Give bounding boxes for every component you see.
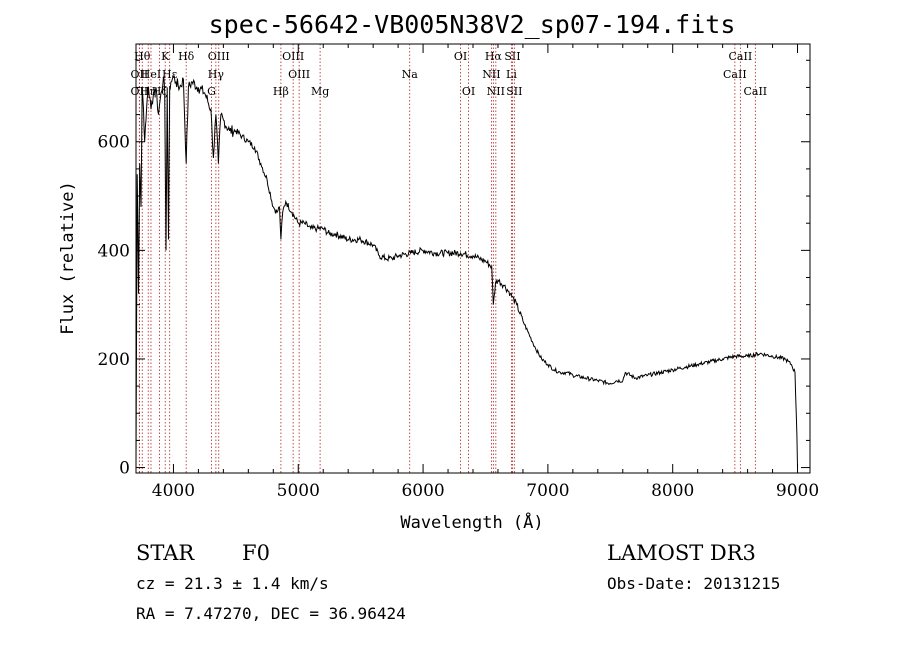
line-label-17: OΙ: [454, 50, 467, 63]
spectrum-line: [135, 75, 798, 468]
x-tick-label-2: 6000: [401, 481, 444, 501]
y-tick-label-3: 600: [98, 133, 130, 153]
line-label-15: Mg: [311, 85, 329, 98]
object-class: STAR: [136, 541, 195, 565]
line-label-18: OΙ: [462, 85, 475, 98]
observation-date: Obs-Date: 20131215: [607, 574, 781, 593]
line-label-8: Hδ: [178, 50, 195, 63]
chart-title: spec-56642-VB005N38V2_sp07-194.fits: [209, 10, 736, 39]
line-label-12: Hβ: [273, 85, 289, 98]
spectral-subclass: F0: [242, 541, 270, 565]
line-label-26: CaΙΙ: [723, 68, 747, 81]
line-label-19: Hα: [485, 50, 503, 63]
survey-name: LAMOST DR3: [607, 541, 756, 565]
line-label-25: CaΙΙ: [729, 50, 753, 63]
line-label-27: CaΙΙ: [743, 85, 767, 98]
y-tick-label-0: 0: [119, 459, 130, 479]
line-label-11: G: [207, 85, 216, 98]
line-label-9: OΙΙΙ: [208, 50, 230, 63]
line-label-14: OΙΙΙ: [288, 68, 310, 81]
line-label-4: HeΙ: [141, 68, 161, 81]
x-tick-label-4: 8000: [651, 481, 694, 501]
x-tick-label-1: 5000: [277, 481, 320, 501]
x-tick-label-3: 7000: [526, 481, 569, 501]
line-label-16: Na: [402, 68, 419, 81]
plot-frame: [135, 43, 811, 474]
line-label-10: Hγ: [208, 68, 225, 81]
coordinates: RA = 7.47270, DEC = 36.96424: [136, 604, 406, 623]
x-tick-label-0: 4000: [152, 481, 195, 501]
line-label-13: OΙΙΙ: [282, 50, 304, 63]
line-label-24: SΙΙ: [506, 85, 522, 98]
y-axis-label: Flux (relative): [58, 181, 78, 335]
line-label-2: OΙΙ: [131, 85, 149, 98]
line-label-22: SΙΙ: [504, 50, 520, 63]
x-axis-label: Wavelength (Å): [400, 511, 543, 533]
line-label-0: OΙΙ: [131, 68, 149, 81]
line-label-20: NΙΙ: [482, 68, 500, 81]
line-label-21: NΙΙ: [487, 85, 505, 98]
line-label-5: K: [161, 50, 170, 63]
line-label-23: Li: [506, 68, 517, 81]
line-label-1: Hθ: [134, 50, 151, 63]
redshift-cz: cz = 21.3 ± 1.4 km/s: [136, 574, 329, 593]
y-tick-label-2: 400: [98, 241, 130, 261]
spectrum-chart: spec-56642-VB005N38V2_sp07-194.fits OΙΙH…: [58, 10, 819, 533]
line-label-6: Hε: [162, 68, 178, 81]
x-tick-label-5: 9000: [776, 481, 819, 501]
y-tick-label-1: 200: [98, 350, 130, 370]
spectrum-series: [135, 75, 798, 468]
axis-ticks: 4000 5000 6000 7000 8000 9000 0 200 400 600: [98, 44, 819, 501]
